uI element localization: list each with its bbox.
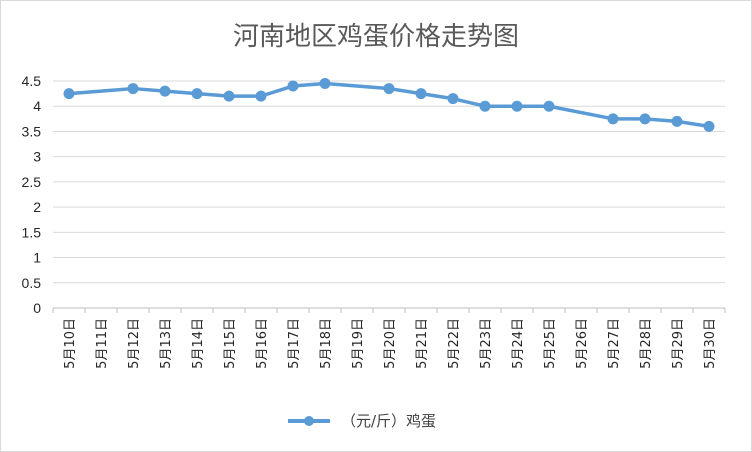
y-tick-label: 2: [33, 199, 41, 215]
data-point: [159, 85, 171, 97]
x-tick-label: 5月25日: [543, 318, 558, 369]
data-point: [127, 83, 139, 95]
x-tick-label: 5月21日: [415, 318, 430, 369]
data-point: [415, 88, 427, 100]
data-point: [607, 113, 619, 125]
data-point: [639, 113, 651, 125]
axis-layer: [52, 307, 726, 313]
y-tick-label: 1: [33, 250, 41, 266]
data-point: [319, 78, 331, 90]
x-tick-label: 5月17日: [287, 318, 302, 369]
data-point: [255, 90, 267, 102]
y-tick-label: 0: [33, 300, 41, 316]
x-tick-label: 5月20日: [383, 318, 398, 369]
data-point: [511, 100, 523, 112]
x-tick-label: 5月23日: [479, 318, 494, 369]
y-tick-label: 2.5: [22, 174, 42, 190]
x-tick-label: 5月28日: [639, 318, 654, 369]
x-tick-label: 5月24日: [511, 318, 526, 369]
data-point: [287, 80, 299, 92]
grid-layer: [53, 80, 725, 284]
series-layer: [63, 78, 715, 132]
x-tick-label: 5月12日: [127, 318, 142, 369]
legend-label: （元/斤）鸡蛋: [341, 412, 436, 430]
x-tick-label: 5月26日: [575, 318, 590, 369]
x-tick-label: 5月16日: [255, 318, 270, 369]
legend: （元/斤）鸡蛋: [288, 412, 436, 430]
data-point: [703, 120, 715, 132]
chart-title: 河南地区鸡蛋价格走势图: [233, 22, 519, 52]
data-point: [447, 93, 459, 105]
x-tick-label: 5月11日: [95, 318, 110, 369]
legend-marker: [304, 416, 314, 426]
y-tick-label: 1.5: [22, 224, 42, 240]
y-tick-label: 4.5: [22, 73, 42, 89]
y-tick-label: 4: [33, 98, 41, 114]
x-tick-label: 5月13日: [159, 318, 174, 369]
x-tick-label: 5月22日: [447, 318, 462, 369]
y-tick-label: 3: [33, 149, 41, 165]
x-tick-label: 5月18日: [319, 318, 334, 369]
data-point: [671, 115, 683, 127]
x-tick-label: 5月10日: [63, 318, 78, 369]
y-tick-labels: 0 0.5 1 1.5 2 2.5 3 3.5 4 4.5: [22, 73, 42, 316]
x-tick-label: 5月30日: [703, 318, 718, 369]
x-tick-labels: 5月10日 5月11日 5月12日 5月13日 5月14日 5月15日 5月16日 5月17日…: [63, 318, 718, 369]
x-tick-label: 5月15日: [223, 318, 238, 369]
data-point: [191, 88, 203, 100]
x-tick-label: 5月29日: [671, 318, 686, 369]
data-point: [543, 100, 555, 112]
x-tick-label: 5月27日: [607, 318, 622, 369]
data-point: [479, 100, 491, 112]
x-tick-label: 5月14日: [191, 318, 206, 369]
x-tick-label: 5月19日: [351, 318, 366, 369]
y-tick-label: 3.5: [22, 123, 42, 139]
data-point: [223, 90, 235, 102]
y-tick-label: 0.5: [22, 275, 42, 291]
data-point: [63, 88, 75, 100]
data-point: [383, 83, 395, 95]
